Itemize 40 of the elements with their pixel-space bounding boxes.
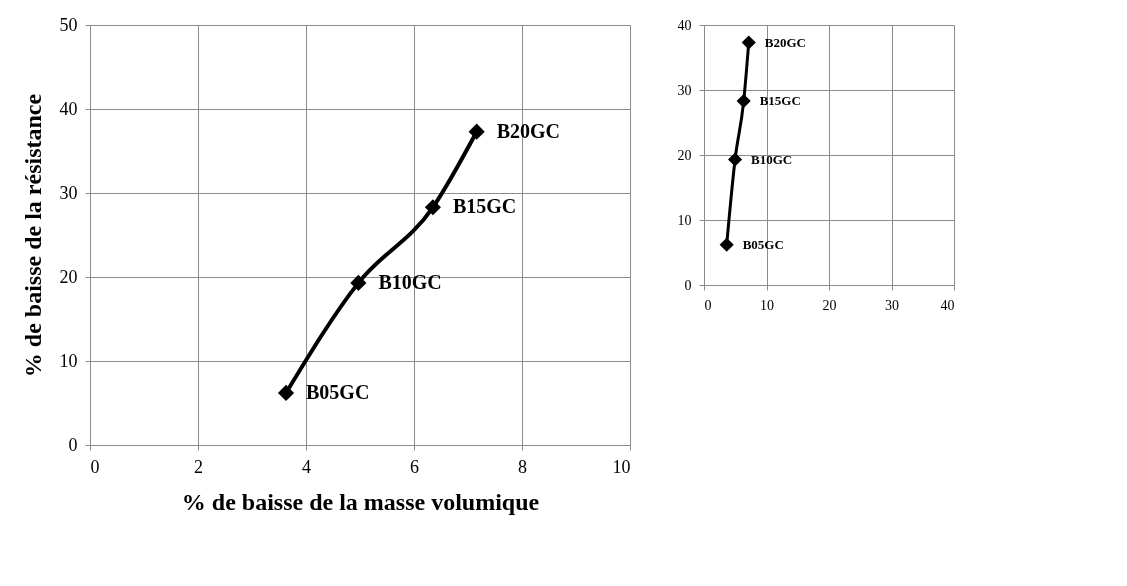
point — [277, 384, 295, 401]
point — [424, 199, 441, 216]
point — [719, 237, 734, 252]
y-axis-title: % de baisse de la résistance — [19, 93, 46, 378]
x-tick-label: 20 — [822, 297, 837, 313]
annotation: B05GC — [742, 236, 784, 252]
y-tick-label: 30 — [677, 82, 692, 98]
x-tick-label: 0 — [90, 456, 100, 477]
x-tick-label: 10 — [760, 297, 774, 313]
annotation: B15GC — [759, 93, 801, 109]
annotation: B05GC — [306, 380, 370, 403]
y-tick-label: 0 — [68, 434, 78, 455]
y-tick-label: 10 — [59, 350, 78, 371]
y-tick-label: 20 — [59, 266, 78, 287]
point — [350, 274, 367, 291]
x-tick-label: 4 — [302, 456, 311, 477]
x-tick-label: 40 — [940, 297, 955, 313]
y-tick-label: 40 — [59, 98, 78, 119]
annotation: B20GC — [764, 34, 806, 50]
point — [741, 35, 756, 50]
y-tick-label: 40 — [677, 17, 692, 33]
x-tick-label: 2 — [194, 456, 203, 477]
point — [468, 123, 485, 140]
x-tick-label: 30 — [885, 297, 899, 313]
annotation: B20GC — [496, 119, 560, 142]
x-tick-label: 10 — [612, 456, 631, 477]
annotation: B15GC — [452, 195, 517, 218]
x-tick-label: 0 — [704, 297, 712, 313]
point — [727, 152, 743, 167]
annotation: B10GC — [751, 151, 793, 167]
y-tick-label: 50 — [59, 14, 78, 35]
point — [736, 93, 751, 109]
y-tick-label: 0 — [684, 277, 692, 293]
y-tick-label: 30 — [59, 182, 78, 203]
x-axis-title: % de baisse de la masse volumique — [181, 488, 540, 515]
y-tick-label: 20 — [677, 147, 692, 163]
annotation: B10GC — [378, 270, 442, 293]
x-tick-label: 6 — [410, 456, 419, 477]
y-tick-label: 10 — [677, 212, 692, 228]
x-tick-label: 8 — [518, 456, 527, 477]
